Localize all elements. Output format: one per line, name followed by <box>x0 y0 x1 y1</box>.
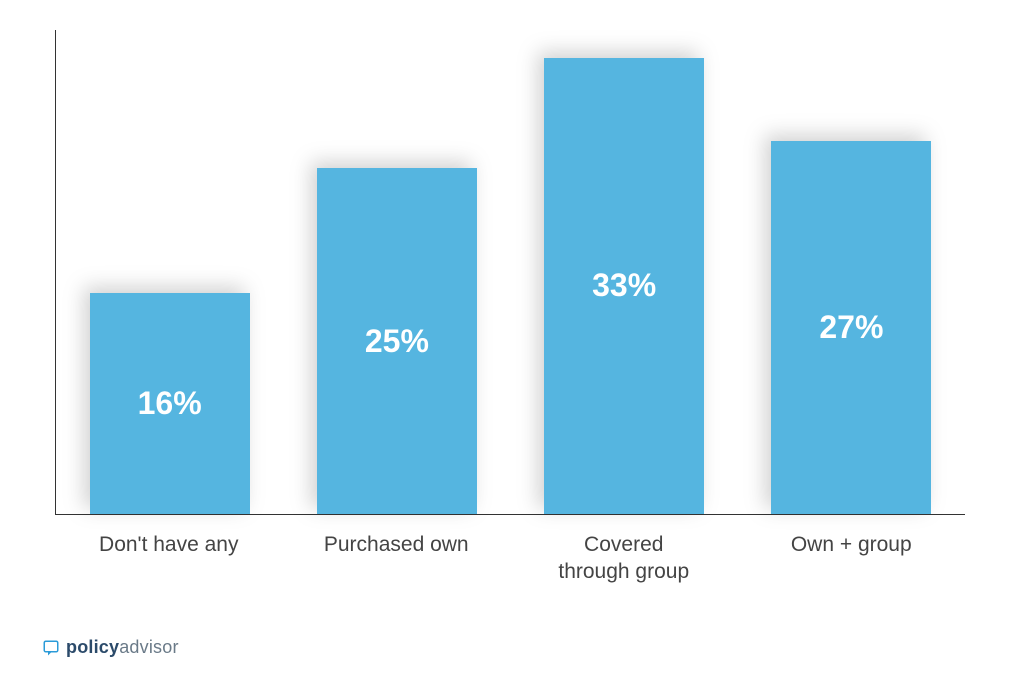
bar-slot: 27% <box>738 30 965 514</box>
logo-prefix: policy <box>66 637 119 657</box>
category-label: Covered through group <box>510 531 738 586</box>
bar-slot: 16% <box>56 30 283 514</box>
category-labels: Don't have anyPurchased ownCovered throu… <box>55 531 965 586</box>
chat-bubble-icon <box>42 639 60 657</box>
bar-value-label: 16% <box>138 385 202 422</box>
bar-slot: 33% <box>511 30 738 514</box>
bar-value-label: 25% <box>365 323 429 360</box>
category-label: Don't have any <box>55 531 283 586</box>
bars-container: 16% 25% 33% 27% <box>56 30 965 514</box>
brand-logo: policyadvisor <box>42 637 179 658</box>
bar-slot: 25% <box>283 30 510 514</box>
bar: 16% <box>90 293 250 514</box>
bar: 25% <box>317 168 477 514</box>
category-label: Purchased own <box>283 531 511 586</box>
bar: 27% <box>771 141 931 514</box>
bar-chart: 16% 25% 33% 27% Don't have anyPurchased own… <box>55 30 965 585</box>
bar-value-label: 33% <box>592 267 656 304</box>
category-label: Own + group <box>738 531 966 586</box>
logo-suffix: advisor <box>119 637 178 657</box>
logo-text: policyadvisor <box>66 637 179 658</box>
bar-value-label: 27% <box>819 309 883 346</box>
bar: 33% <box>544 58 704 514</box>
plot-area: 16% 25% 33% 27% <box>55 30 965 515</box>
